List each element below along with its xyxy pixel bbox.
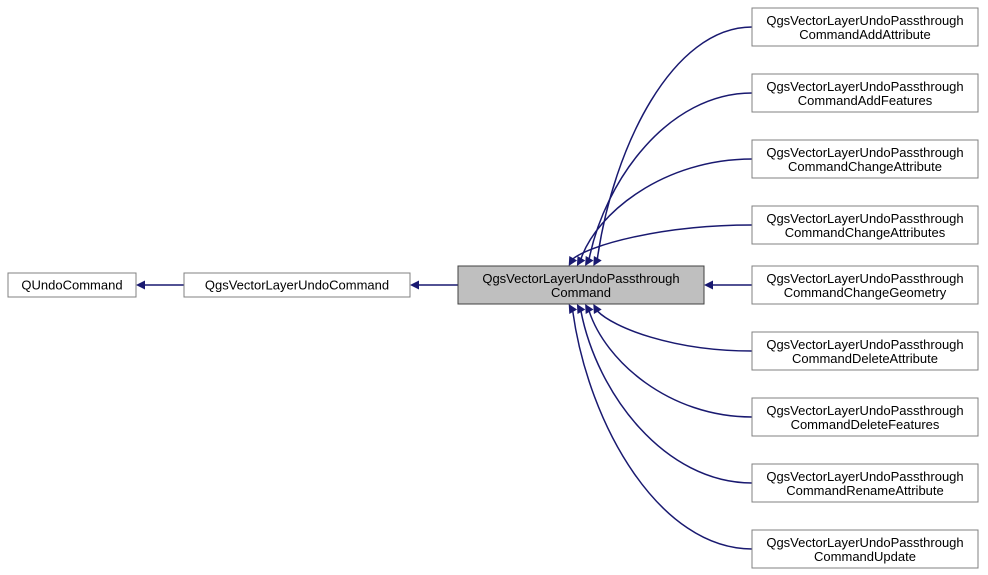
node-label-line2: CommandAddFeatures xyxy=(798,93,933,108)
node-label-line1: QgsVectorLayerUndoPassthrough xyxy=(766,403,963,418)
node-vlayer[interactable]: QgsVectorLayerUndoCommand xyxy=(184,273,410,297)
node-label-line2: Command xyxy=(551,285,611,300)
node-label-line1: QgsVectorLayerUndoPassthrough xyxy=(766,337,963,352)
node-label-line1: QgsVectorLayerUndoPassthrough xyxy=(766,271,963,286)
inheritance-arrowhead xyxy=(704,281,713,290)
node-label-line2: CommandChangeGeometry xyxy=(784,285,947,300)
node-label-line1: QgsVectorLayerUndoPassthrough xyxy=(766,13,963,28)
node-label-line1: QgsVectorLayerUndoPassthrough xyxy=(482,271,679,286)
inheritance-arrowhead xyxy=(410,281,419,290)
node-label-line2: CommandChangeAttribute xyxy=(788,159,942,174)
node-update[interactable]: QgsVectorLayerUndoPassthroughCommandUpda… xyxy=(752,530,978,568)
node-delattr[interactable]: QgsVectorLayerUndoPassthroughCommandDele… xyxy=(752,332,978,370)
node-label: QUndoCommand xyxy=(21,277,122,292)
inheritance-diagram: QUndoCommand QgsVectorLayerUndoCommand Qgs… xyxy=(0,0,988,575)
node-label-line1: QgsVectorLayerUndoPassthrough xyxy=(766,469,963,484)
node-label-line1: QgsVectorLayerUndoPassthrough xyxy=(766,79,963,94)
node-label-line1: QgsVectorLayerUndoPassthrough xyxy=(766,535,963,550)
node-label-line2: CommandChangeAttributes xyxy=(785,225,946,240)
node-chattr[interactable]: QgsVectorLayerUndoPassthroughCommandChan… xyxy=(752,140,978,178)
node-renattr[interactable]: QgsVectorLayerUndoPassthroughCommandRena… xyxy=(752,464,978,502)
inheritance-edge xyxy=(597,27,752,259)
inheritance-edge xyxy=(573,311,752,549)
inheritance-arrowhead xyxy=(136,281,145,290)
node-label-line2: CommandDeleteFeatures xyxy=(791,417,940,432)
node-passthrough[interactable]: QgsVectorLayerUndoPassthroughCommand xyxy=(458,266,704,304)
node-chattrs[interactable]: QgsVectorLayerUndoPassthroughCommandChan… xyxy=(752,206,978,244)
inheritance-edge xyxy=(589,311,752,417)
node-label-line2: CommandAddAttribute xyxy=(799,27,931,42)
node-label-line1: QgsVectorLayerUndoPassthrough xyxy=(766,145,963,160)
node-qundo[interactable]: QUndoCommand xyxy=(8,273,136,297)
node-label-line2: CommandRenameAttribute xyxy=(786,483,944,498)
node-label-line1: QgsVectorLayerUndoPassthrough xyxy=(766,211,963,226)
node-chgeom[interactable]: QgsVectorLayerUndoPassthroughCommandChan… xyxy=(752,266,978,304)
node-label: QgsVectorLayerUndoCommand xyxy=(205,277,389,292)
node-delfeat[interactable]: QgsVectorLayerUndoPassthroughCommandDele… xyxy=(752,398,978,436)
inheritance-arrowhead xyxy=(593,304,601,314)
node-addattr[interactable]: QgsVectorLayerUndoPassthroughCommandAddA… xyxy=(752,8,978,46)
node-addfeat[interactable]: QgsVectorLayerUndoPassthroughCommandAddF… xyxy=(752,74,978,112)
inheritance-edge xyxy=(597,311,752,351)
node-label-line2: CommandUpdate xyxy=(814,549,916,564)
inheritance-edge xyxy=(581,311,752,483)
node-label-line2: CommandDeleteAttribute xyxy=(792,351,938,366)
inheritance-edge xyxy=(589,93,752,259)
